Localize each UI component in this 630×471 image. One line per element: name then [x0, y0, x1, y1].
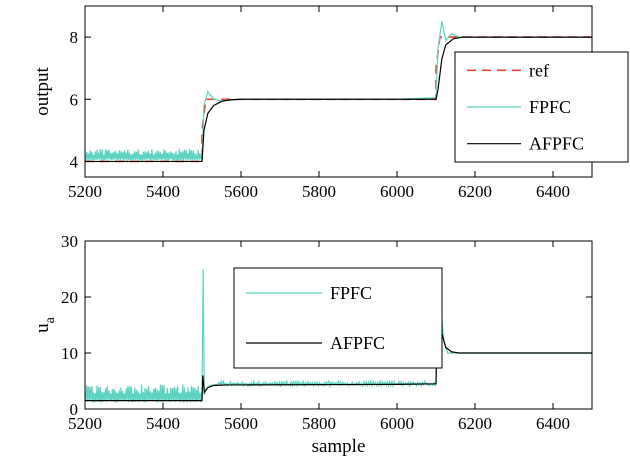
- y-tick-label: 10: [61, 344, 78, 363]
- y-tick-label: 4: [70, 152, 79, 171]
- series-line-fpfc: [85, 21, 592, 162]
- y-tick-label: 30: [61, 232, 78, 251]
- x-tick-label: 6200: [458, 414, 492, 433]
- legend-label-afpfc: AFPFC: [330, 333, 385, 353]
- x-tick-label: 6000: [380, 182, 414, 201]
- x-tick-label: 5600: [224, 182, 258, 201]
- y-tick-label: 20: [61, 288, 78, 307]
- x-axis-label: sample: [312, 436, 366, 457]
- output-plot: 5200 5400 5600 5800 6000 6200 6400 4 6 8 output ref…: [32, 5, 629, 201]
- y-axis-label: output: [32, 67, 53, 116]
- legend-label-fpfc: FPFC: [330, 283, 372, 303]
- plot-frame: [84, 240, 593, 410]
- legend-label-fpfc: FPFC: [529, 97, 571, 117]
- x-tick-label: 5800: [302, 414, 336, 433]
- x-tick-label: 5400: [146, 414, 180, 433]
- series-line-afpfc: [85, 316, 592, 402]
- y-tick-label: 6: [70, 90, 79, 109]
- x-tick-label: 5800: [302, 182, 336, 201]
- legend-label-ref: ref: [529, 60, 549, 80]
- y-tick-label: 0: [70, 400, 79, 419]
- series-line-afpfc: [85, 36, 592, 163]
- control-signal-plot: 5200 5400 5600 5800 6000 6200 6400 0 10 20 30 ua sam…: [32, 232, 593, 457]
- x-tick-label: 6200: [458, 182, 492, 201]
- x-tick-label: 6000: [380, 414, 414, 433]
- y-tick-label: 8: [70, 28, 79, 47]
- x-tick-label: 5200: [68, 182, 102, 201]
- legend: ref FPFC AFPFC: [454, 51, 629, 163]
- x-tick-label: 5400: [146, 182, 180, 201]
- y-axis-label: ua: [32, 316, 58, 333]
- x-tick-label: 5200: [68, 414, 102, 433]
- x-tick-label: 6400: [536, 414, 570, 433]
- legend: FPFC AFPFC: [233, 267, 443, 369]
- x-tick-label: 5600: [224, 414, 258, 433]
- x-tick-label: 6400: [536, 182, 570, 201]
- legend-label-afpfc: AFPFC: [529, 134, 584, 154]
